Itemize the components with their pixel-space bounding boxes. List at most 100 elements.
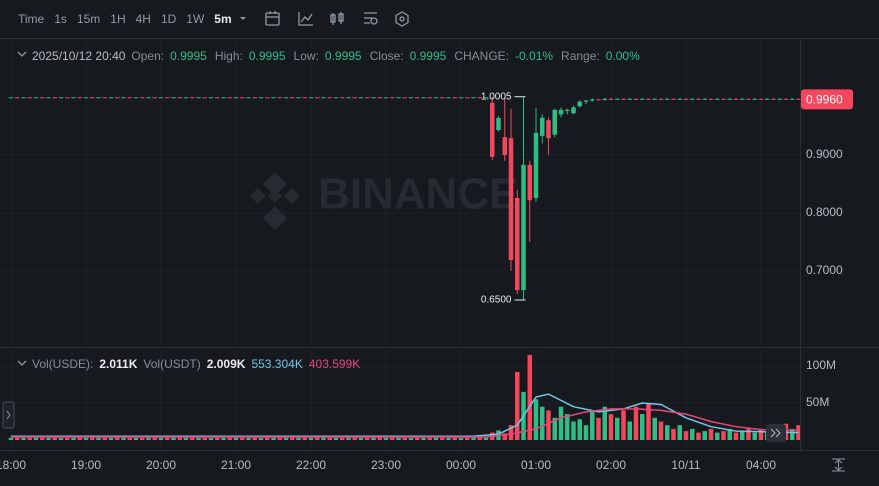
- candle-body: [290, 97, 295, 99]
- volume-bar: [652, 417, 657, 440]
- interval-button[interactable]: 4H: [135, 12, 151, 26]
- volume-bar: [690, 428, 695, 440]
- candle-body: [183, 97, 189, 99]
- volume-bar: [358, 437, 364, 440]
- interval-button[interactable]: 1H: [110, 12, 126, 26]
- candle-body: [202, 97, 207, 99]
- volume-bar: [615, 417, 620, 440]
- volume-bar: [208, 437, 214, 440]
- settings-gear: [370, 17, 378, 25]
- volume-bar: [115, 437, 120, 440]
- candle-body: [571, 107, 576, 114]
- interval-button[interactable]: 15m: [76, 12, 101, 26]
- candle-body: [415, 97, 420, 99]
- volume-bar: [571, 421, 576, 440]
- volume-bar: [415, 437, 420, 440]
- candle-body: [721, 98, 726, 100]
- volume-bar: [33, 437, 39, 440]
- candle-body: [465, 97, 470, 99]
- candle-body: [215, 97, 220, 99]
- hexagon-icon[interactable]: [395, 11, 409, 27]
- candle-body: [140, 97, 145, 99]
- candle-body: [552, 109, 557, 135]
- volume-bar: [190, 437, 195, 440]
- candle-body: [608, 98, 614, 100]
- candle-body: [52, 97, 57, 99]
- candle-body: [440, 97, 445, 99]
- info-label: Open:: [131, 49, 165, 63]
- candle-body: [33, 97, 39, 99]
- toolbar-icons[interactable]: [17, 11, 409, 366]
- candle-body: [383, 97, 389, 99]
- volume-bar: [365, 437, 370, 440]
- volume-bar: [746, 428, 751, 440]
- ma-line: [11, 408, 799, 438]
- volume-bar: [446, 437, 451, 440]
- interval-button[interactable]: 1D: [160, 12, 177, 26]
- candle-body: [765, 98, 770, 100]
- x-tick-label: 10/11: [671, 458, 700, 472]
- x-tick-label: 02:00: [596, 458, 626, 472]
- scroll-right-button[interactable]: [766, 424, 786, 442]
- volume-bar: [233, 437, 239, 440]
- candle-body: [40, 97, 45, 99]
- side-panel-toggle[interactable]: [2, 401, 15, 429]
- candle-body: [402, 97, 407, 99]
- volume-bar: [77, 437, 82, 440]
- candle-body: [83, 97, 89, 99]
- volume-bar: [708, 428, 714, 440]
- volume-bar: [546, 410, 551, 440]
- dropdown-caret[interactable]: [240, 17, 246, 20]
- volume-bar: [196, 437, 201, 440]
- volume-bar: [183, 437, 189, 440]
- volume-bar: [371, 437, 376, 440]
- info-label: Close:: [369, 49, 404, 63]
- volume-bar: [646, 402, 651, 440]
- volume-bar: [633, 406, 639, 440]
- candle-body: [458, 97, 464, 99]
- volume-label: Vol(USDT): [143, 357, 201, 371]
- candle-body: [683, 98, 689, 100]
- volume-bar: [27, 437, 32, 440]
- indicator-icon[interactable]: [265, 12, 280, 26]
- volume-bar: [602, 406, 607, 440]
- volume-bar: [321, 437, 326, 440]
- volume-bar: [608, 414, 614, 440]
- volume-bar: [433, 437, 439, 440]
- active-interval[interactable]: 5m: [214, 12, 232, 26]
- auto-scale-button[interactable]: [832, 458, 845, 472]
- candle-body: [146, 97, 151, 99]
- candle-body: [521, 164, 526, 291]
- volume-collapse[interactable]: [17, 360, 27, 366]
- candle-body: [377, 97, 382, 99]
- indicator-icon-detail: [266, 11, 279, 18]
- x-tick-label: 19:00: [71, 458, 101, 472]
- candle-body: [702, 98, 707, 100]
- volume-bar: [565, 414, 570, 440]
- candle-icon[interactable]: [330, 12, 344, 25]
- interval-button[interactable]: 1s: [54, 12, 67, 26]
- candle-body: [677, 98, 682, 100]
- volume-bar: [627, 421, 632, 440]
- volume-bar: [733, 432, 739, 440]
- volume-bar: [502, 433, 507, 440]
- candle-body: [527, 164, 532, 201]
- interval-button[interactable]: Time: [18, 12, 45, 26]
- last-price-label: 0.9960: [806, 93, 843, 107]
- volume-bar: [21, 437, 26, 440]
- candle-body: [327, 97, 332, 99]
- volume-bar: [221, 437, 226, 440]
- candle-body: [121, 97, 126, 99]
- candle-body: [740, 98, 745, 100]
- info-value: 0.9995: [248, 49, 286, 63]
- info-collapse[interactable]: [17, 51, 27, 57]
- settings-list-icon[interactable]: [364, 12, 377, 24]
- candle-body: [533, 132, 539, 198]
- x-tick-label: 00:00: [446, 458, 476, 472]
- candle-body: [108, 97, 114, 99]
- interval-button[interactable]: 1W: [186, 12, 205, 26]
- volume-bar: [90, 437, 95, 440]
- line-chart-icon[interactable]: [298, 12, 313, 26]
- volume-label: Vol(USDE):: [32, 357, 94, 371]
